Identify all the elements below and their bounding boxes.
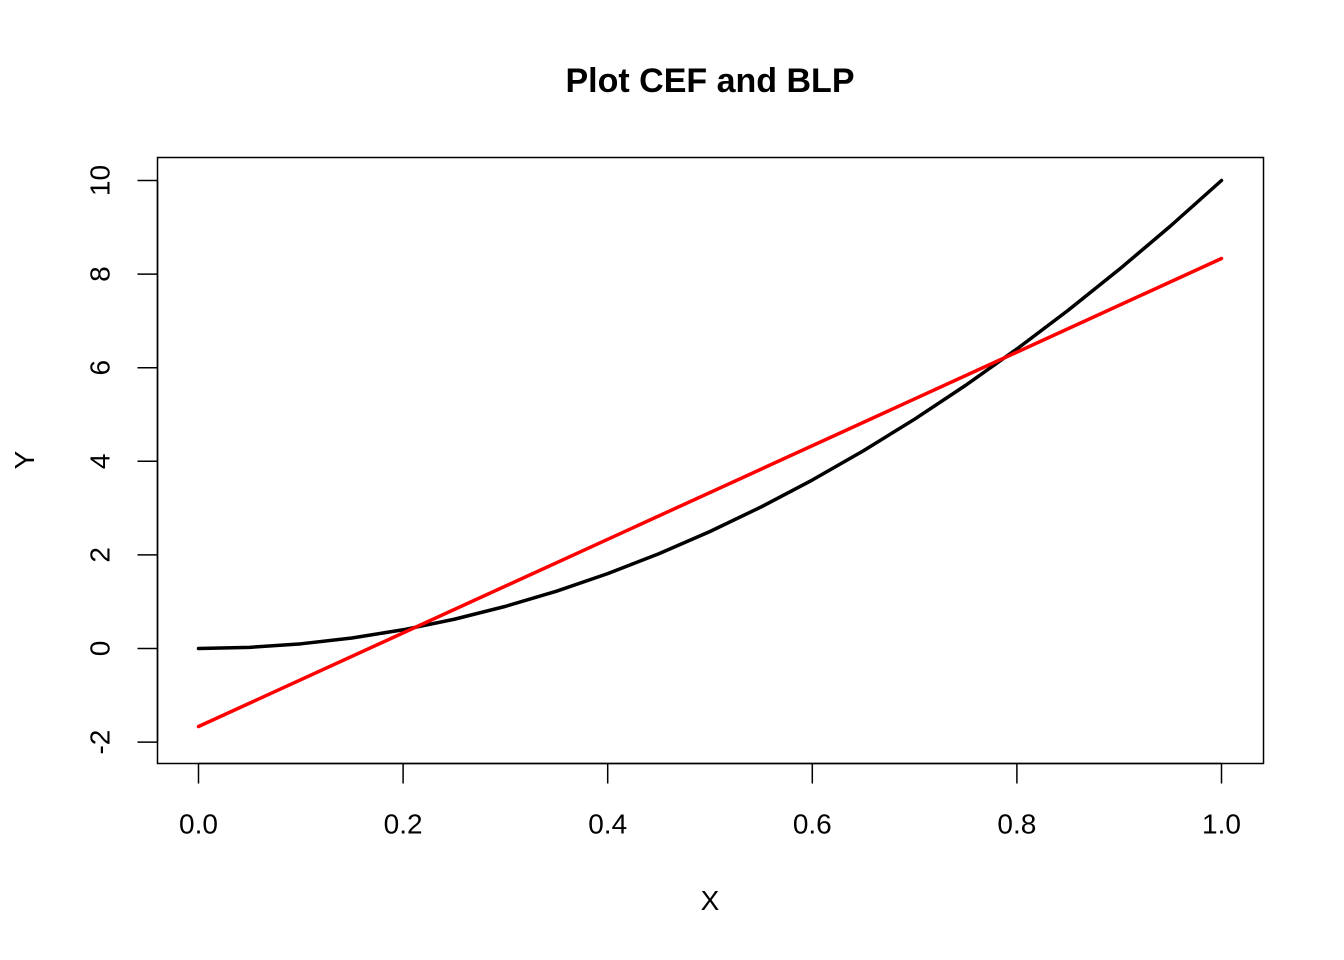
plot-frame [156,156,1265,765]
series-line-2 [196,256,1224,729]
y-tick-label: 6 [85,360,116,376]
y-tick-label: 8 [85,266,116,282]
y-tick-label: 4 [85,454,116,470]
x-axis: 0.0 0.2 0.4 0.6 0.8 1.0 [179,762,1241,840]
y-tick-label: -2 [85,730,116,755]
x-tick-label: 0.2 [384,809,423,840]
chart-title: Plot CEF and BLP [566,62,855,100]
x-tick-label: 0.4 [588,809,627,840]
x-axis-label: X [701,885,720,916]
y-tick-label: 2 [85,547,116,563]
x-tick-label: 0.8 [997,809,1036,840]
x-tick-label: 0.0 [179,809,218,840]
y-axis: -2 0 2 4 6 8 10 [85,165,159,755]
y-tick-label: 10 [85,165,116,196]
series-layer [196,178,1224,729]
x-tick-label: 1.0 [1202,809,1241,840]
x-tick-label: 0.6 [793,809,832,840]
series-line-1 [196,178,1224,651]
y-axis-label: Y [9,450,40,469]
y-tick-label: 0 [85,641,116,657]
